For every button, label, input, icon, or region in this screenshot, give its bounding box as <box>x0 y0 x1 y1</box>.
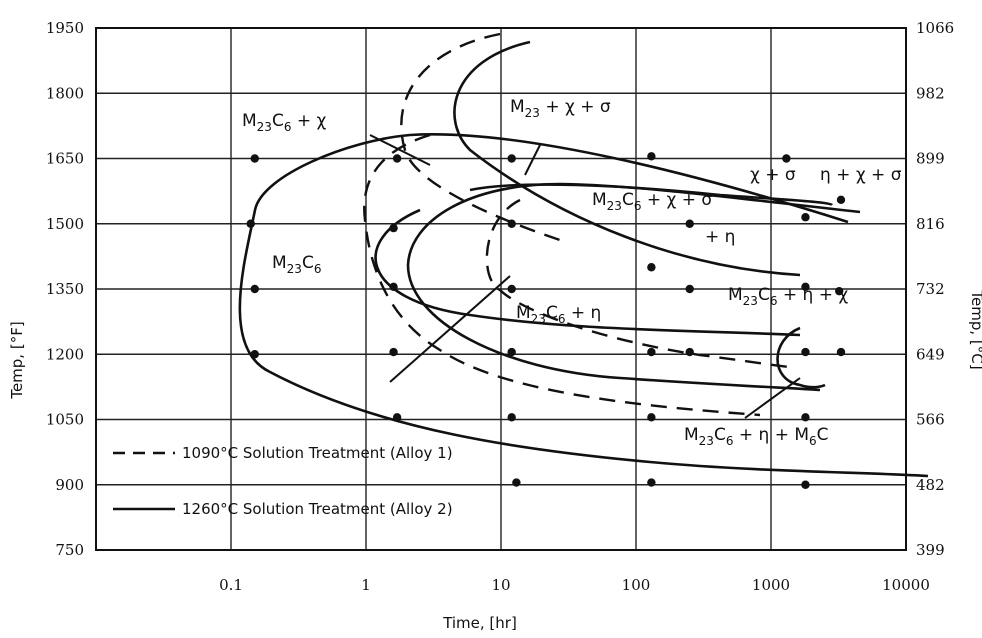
leader-lines <box>369 134 801 419</box>
leader-m23c6-eta <box>389 275 511 383</box>
x-tick-label: 10000 <box>882 576 930 594</box>
data-point <box>647 413 656 422</box>
label-m23c6: M23C6 <box>272 253 321 276</box>
data-point <box>392 154 402 163</box>
data-point <box>836 347 846 357</box>
right-y-tick-label: 649 <box>916 345 945 363</box>
x-tick-label: 1000 <box>752 576 790 594</box>
left-y-tick-label: 1050 <box>46 411 84 429</box>
data-point <box>507 154 516 163</box>
left-y-tick-labels: 750 900 1050 1200 1350 1500 1650 1800 1950 <box>46 19 84 559</box>
left-y-tick-label: 1800 <box>46 84 84 102</box>
data-point <box>507 347 516 357</box>
label-m23c6-eta-m6c: M23C6 + η + M6C <box>684 425 829 448</box>
data-point <box>389 282 398 292</box>
solid-m23c6-boundary <box>238 133 929 478</box>
plot-frame <box>95 27 907 551</box>
data-point <box>782 154 791 163</box>
data-point <box>389 223 398 233</box>
label-m23c6-chi: M23C6 + χ <box>242 111 327 134</box>
solid-eta-chi-sigma-boundary <box>469 183 834 207</box>
left-y-tick-label: 1950 <box>46 19 84 37</box>
data-point <box>389 347 398 357</box>
data-point <box>834 286 844 296</box>
dashed-inner-boundary <box>485 198 791 369</box>
data-point <box>801 347 810 357</box>
data-point <box>685 219 694 228</box>
data-point <box>685 284 694 294</box>
right-y-tick-label: 816 <box>916 215 945 233</box>
data-point <box>685 347 694 357</box>
data-point <box>507 413 516 422</box>
data-points <box>246 152 846 489</box>
leader-m6c <box>744 377 801 419</box>
right-y-tick-label: 399 <box>916 541 945 559</box>
left-y-tick-label: 1650 <box>46 150 84 168</box>
label-m23c6-eta-chi: M23C6 + η + χ <box>728 285 848 308</box>
leader-m23-chi-sigma <box>524 144 541 176</box>
right-y-tick-label: 982 <box>916 84 945 102</box>
data-point <box>250 350 259 359</box>
right-y-tick-label: 1066 <box>916 19 954 37</box>
left-y-tick-label: 900 <box>55 476 84 494</box>
left-y-tick-label: 1200 <box>46 345 84 363</box>
label-plus-eta: + η <box>705 227 735 247</box>
solid-curves <box>238 40 929 478</box>
right-y-tick-label: 566 <box>916 411 945 429</box>
label-chi-sigma: χ + σ <box>750 165 796 185</box>
data-point <box>647 263 656 272</box>
label-eta-chi-sigma: η + χ + σ <box>820 165 902 185</box>
data-point <box>647 152 656 161</box>
data-point <box>246 219 255 228</box>
right-y-tick-label: 899 <box>916 150 945 168</box>
label-m23-chi-sigma: M23 + χ + σ <box>510 97 611 120</box>
data-point <box>647 478 656 487</box>
x-axis-title: Time, [hr] <box>442 614 517 632</box>
left-y-tick-label: 1350 <box>46 280 84 298</box>
data-point <box>801 480 810 489</box>
label-m23c6-eta: M23C6 + η <box>516 303 601 326</box>
right-y-axis-title: Temp, [°C] <box>968 289 982 369</box>
data-point <box>512 478 521 487</box>
x-tick-label: 10 <box>491 576 510 594</box>
legend-entry-alloy1: 1090°C Solution Treatment (Alloy 1) <box>182 444 453 462</box>
data-point <box>801 282 810 292</box>
right-y-tick-label: 732 <box>916 280 945 298</box>
solid-m23c6-eta-boundary <box>374 208 801 337</box>
data-point <box>801 413 810 422</box>
data-point <box>392 413 402 422</box>
data-point <box>836 195 846 205</box>
grid <box>96 28 906 550</box>
phase-labels: M23C6 M23C6 + χ M23 + χ + σ χ + σ η + χ … <box>242 97 902 448</box>
dashed-curves <box>363 32 791 417</box>
x-tick-label: 1 <box>361 576 371 594</box>
data-point <box>250 154 259 163</box>
x-tick-label: 0.1 <box>219 576 243 594</box>
right-y-tick-labels: 399 482 566 649 732 816 899 982 1066 <box>916 19 954 559</box>
x-tick-label: 100 <box>622 576 651 594</box>
solid-m23-chi-sigma-boundary <box>453 40 801 277</box>
legend-entry-alloy2: 1260°C Solution Treatment (Alloy 2) <box>182 500 453 518</box>
data-point <box>647 347 656 357</box>
left-y-tick-label: 750 <box>55 541 84 559</box>
left-y-axis-title: Temp, [°F] <box>8 321 26 399</box>
legend: 1090°C Solution Treatment (Alloy 1) 1260… <box>113 444 453 518</box>
data-point <box>507 284 516 294</box>
leader-m23c6-chi <box>369 134 431 166</box>
dashed-lower-boundary <box>363 133 761 417</box>
data-point <box>250 284 259 294</box>
solid-m6c-loop <box>776 326 826 389</box>
data-point <box>801 213 810 222</box>
left-y-tick-label: 1500 <box>46 215 84 233</box>
right-y-tick-label: 482 <box>916 476 945 494</box>
label-m23c6-chi-sigma: M23C6 + χ + σ <box>592 190 712 213</box>
x-tick-labels: 0.1 1 10 100 1000 10000 <box>219 576 930 594</box>
data-point <box>507 219 516 228</box>
